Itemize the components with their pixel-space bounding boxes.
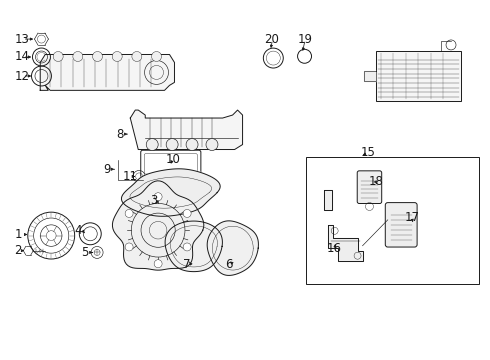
Circle shape: [166, 139, 178, 150]
Text: 12: 12: [15, 69, 29, 82]
Text: 20: 20: [265, 33, 279, 46]
Polygon shape: [207, 221, 258, 275]
Circle shape: [53, 51, 63, 62]
Circle shape: [112, 51, 122, 62]
Polygon shape: [165, 221, 222, 272]
Circle shape: [206, 139, 218, 150]
Text: 13: 13: [15, 32, 29, 46]
Circle shape: [125, 243, 133, 251]
Text: 5: 5: [81, 246, 89, 259]
Polygon shape: [122, 169, 220, 216]
Text: 10: 10: [166, 153, 181, 166]
Circle shape: [93, 51, 102, 62]
Polygon shape: [375, 51, 461, 101]
Text: 1: 1: [15, 228, 22, 241]
Circle shape: [154, 260, 162, 268]
Text: 17: 17: [405, 211, 420, 224]
Circle shape: [183, 210, 191, 217]
Text: 11: 11: [123, 170, 138, 183]
Circle shape: [154, 193, 162, 201]
Polygon shape: [40, 54, 174, 90]
Circle shape: [151, 51, 162, 62]
Polygon shape: [324, 190, 332, 210]
Circle shape: [183, 243, 191, 251]
Polygon shape: [130, 110, 243, 149]
Text: 7: 7: [183, 258, 191, 271]
FancyBboxPatch shape: [385, 203, 417, 247]
Text: 8: 8: [116, 127, 123, 141]
Bar: [306, 157, 479, 284]
Bar: [375, 51, 461, 101]
Text: 3: 3: [150, 194, 157, 207]
Circle shape: [132, 51, 142, 62]
Text: 16: 16: [327, 242, 342, 255]
Circle shape: [186, 139, 198, 150]
Text: 6: 6: [225, 258, 233, 271]
Polygon shape: [112, 181, 204, 270]
Text: 18: 18: [368, 175, 383, 188]
Text: 19: 19: [297, 33, 312, 46]
Text: 4: 4: [74, 224, 82, 238]
Text: 15: 15: [360, 146, 375, 159]
Text: 9: 9: [103, 163, 111, 176]
Polygon shape: [364, 71, 375, 81]
FancyBboxPatch shape: [357, 171, 382, 203]
Circle shape: [73, 51, 83, 62]
Text: 2: 2: [15, 244, 22, 257]
Circle shape: [146, 139, 158, 150]
Polygon shape: [328, 225, 363, 261]
Text: 14: 14: [15, 50, 29, 63]
Circle shape: [125, 210, 133, 217]
